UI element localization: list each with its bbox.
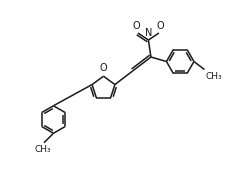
Text: O: O: [133, 20, 140, 31]
Text: N: N: [145, 28, 152, 38]
Text: CH₃: CH₃: [206, 72, 222, 81]
Text: O: O: [100, 63, 107, 73]
Text: O: O: [157, 20, 164, 31]
Text: CH₃: CH₃: [34, 145, 51, 154]
